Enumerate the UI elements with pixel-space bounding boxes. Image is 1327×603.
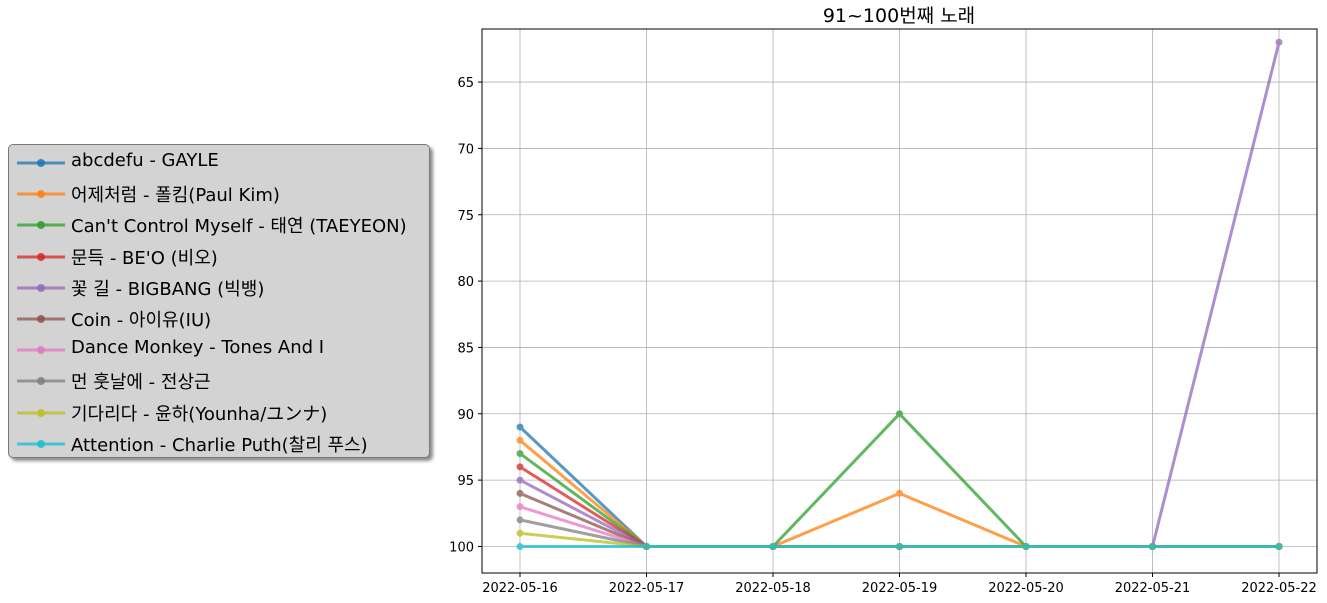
data-point	[1275, 542, 1283, 550]
legend-swatch	[17, 190, 65, 199]
chart-title: 91~100번째 노래	[823, 5, 975, 27]
x-tick-label: 2022-05-18	[735, 581, 811, 596]
legend-item: 먼 훗날에 - 전상근	[9, 366, 429, 394]
legend-item: Coin - 아이유(IU)	[9, 304, 429, 332]
series-10	[516, 542, 1283, 550]
legend-swatch	[17, 439, 65, 448]
y-tick-label: 80	[457, 275, 474, 290]
data-point	[516, 423, 524, 431]
legend-label: 기다리다 - 윤하(Younha/ユンナ)	[71, 403, 328, 425]
y-tick-label: 85	[457, 341, 474, 356]
x-axis-ticks: 2022-05-16 2022-05-17 2022-05-18 2022-05-19…	[482, 573, 1317, 596]
data-point	[896, 542, 903, 550]
data-point	[516, 476, 524, 484]
data-point	[769, 542, 777, 550]
legend-swatch	[17, 283, 65, 292]
legend-item: 어제처럼 - 폴킴(Paul Kim)	[9, 179, 429, 207]
data-point	[516, 516, 524, 524]
legend-item: 꽃 길 - BIGBANG (빅뱅)	[9, 273, 429, 301]
data-point	[516, 503, 524, 511]
x-tick-label: 2022-05-16	[482, 581, 558, 596]
legend-item: Attention - Charlie Puth(찰리 푸스)	[9, 429, 429, 457]
data-point	[516, 529, 524, 537]
data-point	[1149, 542, 1156, 550]
legend-label: 꽃 길 - BIGBANG (빅뱅)	[71, 278, 265, 300]
legend-label: Can't Control Myself - 태연 (TAEYEON)	[71, 216, 407, 238]
legend-swatch	[17, 221, 65, 230]
legend: abcdefu - GAYLE 어제처럼 - 폴킴(Paul Kim) Can't …	[8, 144, 430, 458]
legend-swatch	[17, 252, 65, 261]
legend-label: abcdefu - GAYLE	[71, 150, 219, 171]
legend-swatch	[17, 159, 65, 167]
x-tick-label: 2022-05-17	[609, 581, 685, 596]
legend-item: Dance Monkey - Tones And I	[9, 335, 429, 363]
legend-label: Dance Monkey - Tones And I	[71, 337, 325, 359]
legend-item: 문득 - BE'O (비오)	[9, 242, 429, 270]
x-tick-label: 2022-05-21	[1115, 581, 1191, 596]
y-tick-label: 95	[457, 474, 474, 489]
legend-label: Coin - 아이유(IU)	[71, 310, 212, 331]
data-point	[643, 542, 650, 550]
series-layer	[516, 38, 1283, 550]
legend-label: 문득 - BE'O (비오)	[71, 247, 218, 269]
legend-swatch	[17, 346, 65, 355]
legend-label: 먼 훗날에 - 전상근	[71, 372, 211, 394]
legend-label: Attention - Charlie Puth(찰리 푸스)	[71, 434, 368, 456]
legend-swatch	[17, 315, 65, 323]
data-point	[516, 436, 524, 444]
legend-item: 기다리다 - 윤하(Younha/ユンナ)	[9, 398, 429, 426]
data-point	[896, 410, 903, 418]
y-tick-label: 75	[457, 209, 474, 224]
y-tick-label: 90	[457, 408, 474, 423]
data-point	[1275, 38, 1283, 46]
y-tick-label: 65	[457, 76, 474, 91]
data-point	[896, 489, 903, 497]
x-tick-label: 2022-05-20	[988, 581, 1064, 596]
data-point	[516, 489, 524, 497]
x-tick-label: 2022-05-19	[862, 581, 938, 596]
y-tick-label: 100	[449, 540, 474, 555]
data-point	[516, 542, 524, 550]
x-tick-label: 2022-05-22	[1241, 581, 1317, 596]
legend-swatch	[17, 408, 65, 417]
legend-item: Can't Control Myself - 태연 (TAEYEON)	[9, 210, 429, 238]
legend-item: abcdefu - GAYLE	[9, 148, 429, 176]
data-point	[516, 450, 524, 458]
legend-swatch	[17, 377, 65, 386]
y-axis-ticks: 65 70 75 80 85 90 95 100	[449, 76, 482, 555]
data-point	[1022, 542, 1030, 550]
data-point	[516, 463, 524, 471]
legend-label: 어제처럼 - 폴킴(Paul Kim)	[71, 185, 280, 207]
y-tick-label: 70	[457, 142, 474, 157]
